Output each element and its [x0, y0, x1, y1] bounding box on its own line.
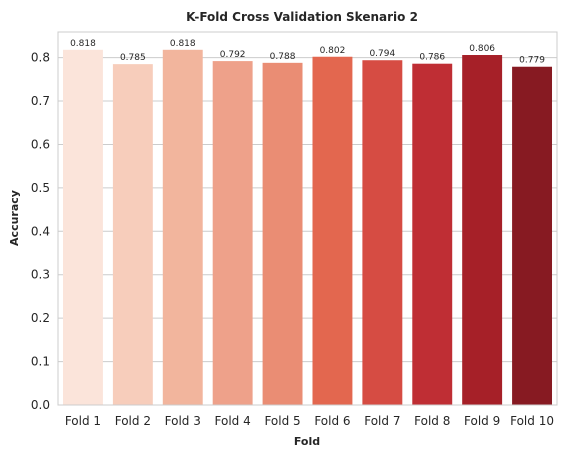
bar — [262, 62, 303, 405]
bars — [62, 49, 553, 406]
y-tick-label: 0.1 — [31, 355, 50, 369]
plot-frame — [57, 31, 558, 406]
bar — [112, 64, 153, 405]
data-label: 0.802 — [320, 46, 346, 56]
data-label: 0.792 — [220, 50, 246, 60]
bar — [212, 61, 253, 405]
x-tick-labels: Fold 1 Fold 2 Fold 3 Fold 4 Fold 5 Fold 6 Fold… — [65, 414, 554, 428]
data-label: 0.779 — [519, 56, 545, 66]
bar — [312, 56, 353, 405]
y-tick-label: 0.0 — [31, 398, 50, 412]
data-label: 0.818 — [70, 39, 96, 49]
data-label: 0.818 — [170, 39, 196, 49]
y-tick-label: 0.2 — [31, 311, 50, 325]
x-tick-label: Fold 3 — [165, 414, 201, 428]
x-tick-label: Fold 1 — [65, 414, 101, 428]
data-label: 0.786 — [419, 53, 445, 63]
bar — [462, 55, 503, 405]
data-label: 0.806 — [469, 44, 495, 54]
x-tick-label: Fold 10 — [510, 414, 554, 428]
y-tick-label: 0.6 — [31, 137, 50, 151]
x-tick-label: Fold 8 — [414, 414, 450, 428]
data-label: 0.785 — [120, 53, 146, 63]
x-tick-label: Fold 4 — [215, 414, 251, 428]
bar — [62, 49, 103, 406]
data-labels: 0.818 0.785 0.818 0.792 0.788 0.802 0.794 0.786… — [70, 39, 545, 66]
y-tick-label: 0.4 — [31, 224, 50, 238]
bar — [412, 63, 453, 405]
x-tick-label: Fold 6 — [314, 414, 350, 428]
data-label: 0.794 — [369, 49, 395, 59]
x-tick-label: Fold 9 — [464, 414, 500, 428]
bar — [362, 60, 403, 406]
x-axis-label: Fold — [294, 435, 320, 448]
y-tick-label: 0.5 — [31, 181, 50, 195]
x-tick-label: Fold 2 — [115, 414, 151, 428]
bar — [162, 49, 203, 406]
x-tick-label: Fold 7 — [364, 414, 400, 428]
y-tick-labels: 0.0 0.1 0.2 0.3 0.4 0.5 0.6 0.7 0.8 — [31, 51, 50, 412]
bar — [512, 66, 553, 405]
x-tick-label: Fold 5 — [264, 414, 300, 428]
y-tick-label: 0.8 — [31, 51, 50, 65]
y-tick-label: 0.7 — [31, 94, 50, 108]
chart-title: K-Fold Cross Validation Skenario 2 — [186, 10, 418, 24]
data-label: 0.788 — [270, 52, 296, 62]
y-axis-label: Accuracy — [8, 190, 21, 246]
y-tick-label: 0.3 — [31, 268, 50, 282]
